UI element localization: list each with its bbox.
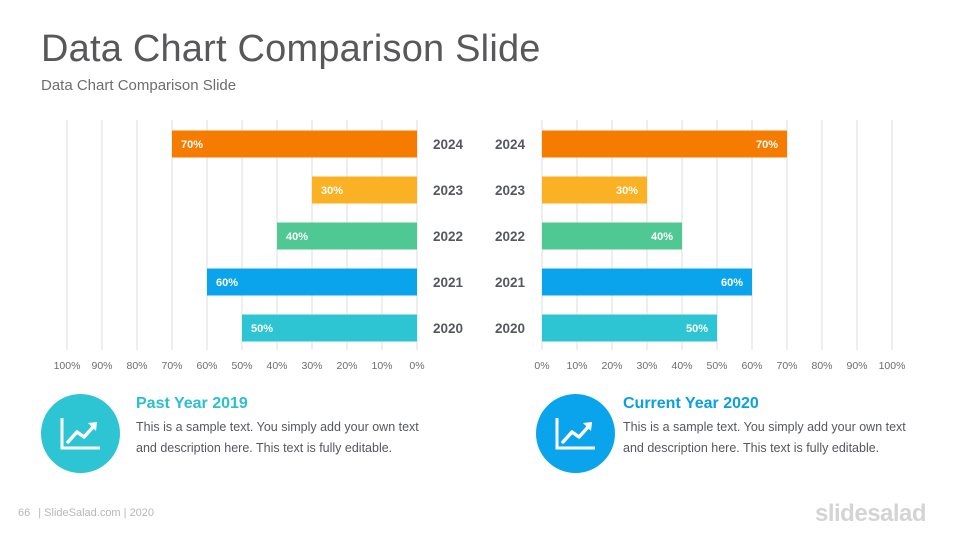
past-year-title: Past Year 2019 [136, 395, 248, 412]
x-tick-label: 50% [231, 360, 252, 372]
category-label: 2022 [495, 229, 525, 244]
bar [172, 130, 417, 158]
bar-data-label: 50% [686, 323, 708, 335]
x-tick-label: 90% [846, 360, 867, 372]
category-label: 2024 [433, 137, 464, 152]
category-label: 2021 [495, 275, 526, 290]
x-tick-label: 40% [671, 360, 692, 372]
trending-up-chart-icon [60, 418, 100, 450]
bar [207, 268, 417, 296]
bar [542, 130, 787, 158]
x-tick-label: 60% [196, 360, 217, 372]
x-tick-label: 70% [161, 360, 182, 372]
bar [542, 222, 682, 250]
x-tick-label: 100% [879, 360, 906, 372]
page-subtitle: Data Chart Comparison Slide [41, 77, 237, 94]
x-tick-label: 20% [601, 360, 622, 372]
x-tick-label: 0% [534, 360, 549, 372]
past-year-icon-circle [41, 394, 120, 473]
x-tick-label: 100% [54, 360, 81, 372]
category-label: 2020 [495, 321, 525, 336]
bar-data-label: 40% [651, 231, 673, 243]
left-chart: 100% 90% 80% 70% 60% 50% 40% 30% 20% 10% 0% 70% 2024… [54, 120, 464, 372]
bar-data-label: 30% [616, 185, 638, 197]
category-label: 2021 [433, 275, 464, 290]
bar-data-label: 50% [251, 323, 273, 335]
x-tick-label: 20% [336, 360, 357, 372]
brand-logo: slidesalad [815, 500, 927, 527]
bar-data-label: 30% [321, 185, 343, 197]
category-label: 2024 [495, 137, 526, 152]
current-year-description: This is a sample text. You simply add yo… [623, 420, 906, 455]
footer-text: | SlideSalad.com | 2020 [38, 507, 155, 519]
category-label: 2023 [495, 183, 526, 198]
bar-data-label: 60% [721, 277, 743, 289]
current-year-title: Current Year 2020 [623, 395, 759, 412]
x-tick-label: 60% [741, 360, 762, 372]
bar [542, 268, 752, 296]
x-tick-label: 90% [91, 360, 112, 372]
page-number: 66 [18, 507, 31, 519]
x-tick-label: 30% [301, 360, 322, 372]
bar [542, 314, 717, 342]
x-tick-label: 10% [566, 360, 587, 372]
bar [277, 222, 417, 250]
bar-data-label: 70% [181, 139, 203, 151]
x-tick-label: 50% [706, 360, 727, 372]
x-tick-label: 10% [371, 360, 392, 372]
x-tick-label: 0% [409, 360, 424, 372]
x-tick-label: 40% [266, 360, 287, 372]
current-year-icon-circle [536, 394, 615, 473]
past-year-description: This is a sample text. You simply add yo… [136, 420, 419, 455]
trending-up-chart-icon [555, 418, 595, 450]
bar-data-label: 60% [216, 277, 238, 289]
category-label: 2022 [433, 229, 463, 244]
footer: 66 | SlideSalad.com | 2020 [18, 507, 154, 519]
bar [242, 314, 417, 342]
right-chart: 0% 10% 20% 30% 40% 50% 60% 70% 80% 90% 100% 70% 2024… [495, 120, 905, 372]
bar [312, 176, 417, 204]
x-tick-label: 70% [776, 360, 797, 372]
x-tick-label: 80% [811, 360, 832, 372]
category-label: 2023 [433, 183, 464, 198]
bar-data-label: 70% [756, 139, 778, 151]
x-tick-label: 30% [636, 360, 657, 372]
x-tick-label: 80% [126, 360, 147, 372]
category-label: 2020 [433, 321, 463, 336]
bar-data-label: 40% [286, 231, 308, 243]
page-title: Data Chart Comparison Slide [41, 28, 541, 70]
bar [542, 176, 647, 204]
